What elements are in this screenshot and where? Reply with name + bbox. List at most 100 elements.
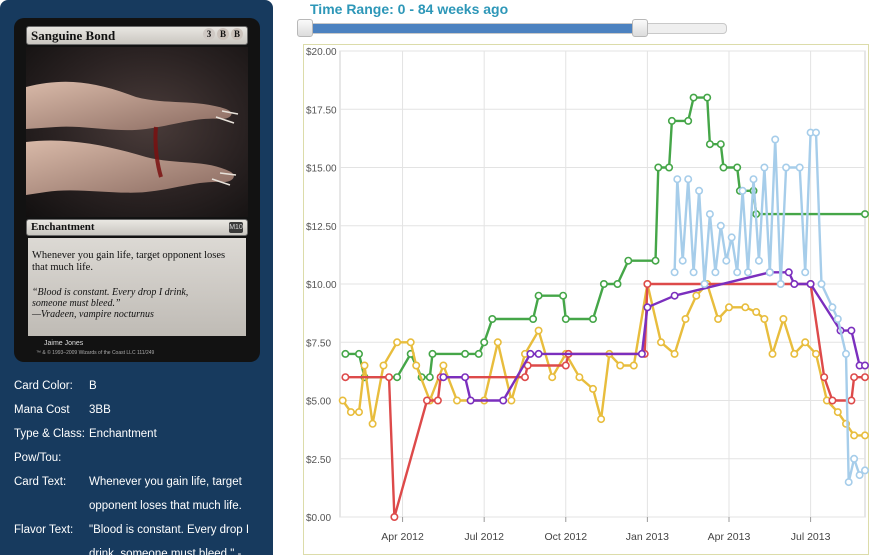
- data-point[interactable]: [689, 93, 698, 102]
- data-point[interactable]: [828, 303, 837, 312]
- data-point[interactable]: [354, 408, 363, 417]
- data-point[interactable]: [760, 314, 769, 323]
- data-point[interactable]: [406, 338, 415, 347]
- data-point[interactable]: [820, 373, 829, 382]
- data-point[interactable]: [782, 163, 791, 172]
- data-point[interactable]: [651, 256, 660, 265]
- data-point[interactable]: [559, 291, 568, 300]
- data-point[interactable]: [643, 303, 652, 312]
- data-point[interactable]: [643, 280, 652, 289]
- data-point[interactable]: [811, 128, 820, 137]
- slider-handle-end[interactable]: [632, 19, 648, 37]
- data-point[interactable]: [765, 268, 774, 277]
- data-point[interactable]: [752, 307, 761, 316]
- data-point[interactable]: [624, 256, 633, 265]
- data-point[interactable]: [488, 314, 497, 323]
- data-point[interactable]: [499, 396, 508, 405]
- data-point[interactable]: [776, 280, 785, 289]
- data-point[interactable]: [689, 268, 698, 277]
- data-point[interactable]: [561, 361, 570, 370]
- data-point[interactable]: [722, 256, 731, 265]
- data-point[interactable]: [461, 349, 470, 358]
- data-point[interactable]: [439, 361, 448, 370]
- data-point[interactable]: [700, 280, 709, 289]
- data-point[interactable]: [629, 361, 638, 370]
- data-point[interactable]: [588, 314, 597, 323]
- data-point[interactable]: [665, 163, 674, 172]
- data-point[interactable]: [412, 361, 421, 370]
- data-point[interactable]: [779, 314, 788, 323]
- data-point[interactable]: [801, 268, 810, 277]
- data-point[interactable]: [673, 175, 682, 184]
- data-point[interactable]: [667, 116, 676, 125]
- data-point[interactable]: [493, 338, 502, 347]
- data-point[interactable]: [719, 163, 728, 172]
- data-point[interactable]: [695, 186, 704, 195]
- data-point[interactable]: [716, 221, 725, 230]
- data-point[interactable]: [613, 280, 622, 289]
- data-point[interactable]: [790, 280, 799, 289]
- data-point[interactable]: [828, 396, 837, 405]
- data-point[interactable]: [724, 303, 733, 312]
- data-point[interactable]: [346, 408, 355, 417]
- data-point[interactable]: [507, 396, 516, 405]
- data-point[interactable]: [379, 361, 388, 370]
- data-point[interactable]: [466, 396, 475, 405]
- data-point[interactable]: [727, 233, 736, 242]
- data-point[interactable]: [474, 349, 483, 358]
- data-point[interactable]: [423, 396, 432, 405]
- data-point[interactable]: [711, 268, 720, 277]
- data-point[interactable]: [733, 268, 742, 277]
- data-point[interactable]: [705, 140, 714, 149]
- data-point[interactable]: [860, 361, 869, 370]
- data-point[interactable]: [425, 373, 434, 382]
- data-point[interactable]: [393, 338, 402, 347]
- data-point[interactable]: [860, 210, 869, 219]
- data-point[interactable]: [850, 373, 859, 382]
- data-point[interactable]: [743, 268, 752, 277]
- data-point[interactable]: [529, 314, 538, 323]
- data-point[interactable]: [733, 163, 742, 172]
- data-point[interactable]: [705, 210, 714, 219]
- data-point[interactable]: [526, 349, 535, 358]
- data-point[interactable]: [833, 314, 842, 323]
- data-point[interactable]: [670, 268, 679, 277]
- data-point[interactable]: [599, 280, 608, 289]
- data-point[interactable]: [833, 408, 842, 417]
- data-point[interactable]: [433, 396, 442, 405]
- data-point[interactable]: [754, 256, 763, 265]
- data-point[interactable]: [841, 349, 850, 358]
- data-point[interactable]: [684, 116, 693, 125]
- data-point[interactable]: [692, 291, 701, 300]
- data-point[interactable]: [741, 303, 750, 312]
- data-point[interactable]: [811, 349, 820, 358]
- data-point[interactable]: [860, 373, 869, 382]
- data-point[interactable]: [681, 314, 690, 323]
- data-point[interactable]: [354, 349, 363, 358]
- data-point[interactable]: [385, 373, 394, 382]
- data-point[interactable]: [534, 291, 543, 300]
- data-point[interactable]: [338, 396, 347, 405]
- data-point[interactable]: [428, 349, 437, 358]
- data-point[interactable]: [341, 349, 350, 358]
- data-point[interactable]: [670, 291, 679, 300]
- data-point[interactable]: [678, 256, 687, 265]
- data-point[interactable]: [534, 349, 543, 358]
- data-point[interactable]: [360, 361, 369, 370]
- data-point[interactable]: [393, 373, 402, 382]
- data-point[interactable]: [670, 349, 679, 358]
- data-point[interactable]: [844, 478, 853, 487]
- data-point[interactable]: [738, 186, 747, 195]
- data-point[interactable]: [768, 349, 777, 358]
- data-point[interactable]: [771, 135, 780, 144]
- data-point[interactable]: [656, 338, 665, 347]
- slider-handle-start[interactable]: [297, 19, 313, 37]
- data-point[interactable]: [534, 326, 543, 335]
- data-point[interactable]: [760, 163, 769, 172]
- data-point[interactable]: [847, 396, 856, 405]
- data-point[interactable]: [390, 512, 399, 521]
- data-point[interactable]: [703, 93, 712, 102]
- data-point[interactable]: [439, 373, 448, 382]
- data-point[interactable]: [855, 471, 864, 480]
- data-point[interactable]: [453, 396, 462, 405]
